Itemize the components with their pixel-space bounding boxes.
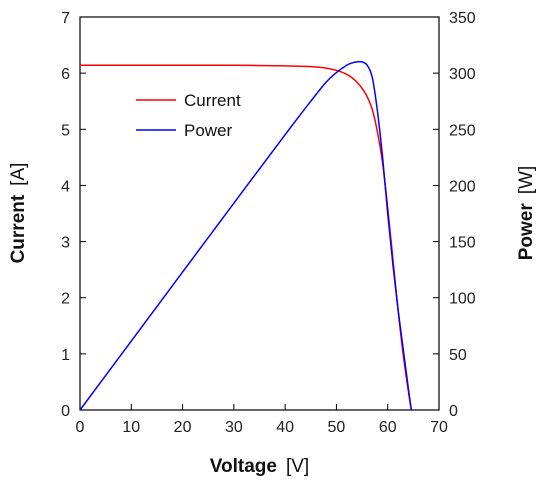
left-tick-label: 6 [61,66,70,83]
left-tick-label: 1 [61,347,70,364]
right-tick-label: 50 [449,347,467,364]
right-tick-label: 200 [449,178,476,195]
left-axis-title-name: Current [8,194,29,263]
left-axis-ticks: 0 1 2 3 4 5 6 7 [61,10,86,420]
series-layer [79,60,413,411]
series-line-power [79,60,413,411]
right-axis-title-name: Power [516,203,537,261]
x-tick-label: 60 [379,419,397,436]
x-tick-label: 40 [276,419,294,436]
x-axis-ticks: 0 10 20 30 40 50 60 70 [76,404,448,436]
right-tick-label: 100 [449,291,476,308]
left-tick-label: 3 [61,235,70,252]
right-tick-label: 0 [449,403,458,420]
right-axis-ticks: 0 50 100 150 200 250 300 350 [433,10,476,420]
x-axis-title-unit: [V] [286,456,309,477]
x-tick-label: 70 [430,419,448,436]
right-axis-title-unit: [W] [516,166,537,195]
x-tick-label: 10 [122,419,140,436]
series-line-current [80,64,413,411]
legend: Current Power [136,91,241,140]
right-axis-title: Power [W] [516,166,537,261]
x-tick-label: 20 [174,419,192,436]
left-tick-label: 4 [61,178,70,195]
x-axis-title: Voltage [V] [210,456,309,477]
x-tick-label: 0 [76,419,85,436]
left-tick-label: 0 [61,403,70,420]
x-tick-label: 50 [328,419,346,436]
legend-label-power: Power [184,121,233,140]
x-tick-label: 30 [225,419,243,436]
legend-label-current: Current [184,91,241,110]
right-tick-label: 350 [449,10,476,27]
left-tick-label: 7 [61,10,70,27]
plot-frame [79,16,440,411]
left-tick-label: 5 [61,122,70,139]
x-axis-title-name: Voltage [210,456,277,477]
left-axis-title: Current [A] [8,163,29,264]
left-tick-label: 2 [61,291,70,308]
right-tick-label: 150 [449,235,476,252]
left-axis-title-unit: [A] [8,163,29,186]
right-tick-label: 300 [449,66,476,83]
right-tick-label: 250 [449,122,476,139]
